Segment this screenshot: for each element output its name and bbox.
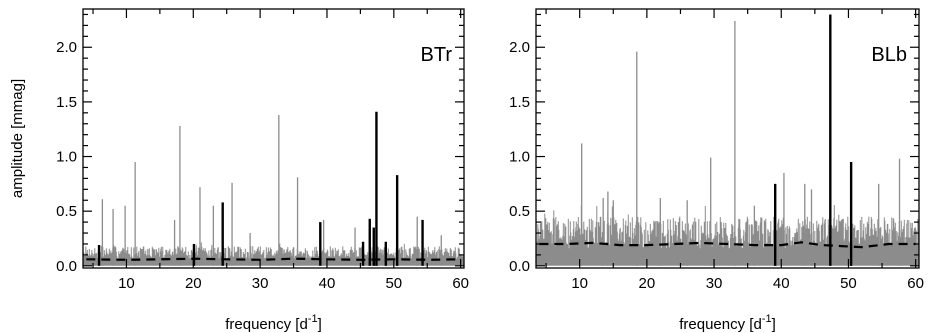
y-tick-label: 2.0 [56, 39, 77, 56]
grey-peaks [101, 115, 442, 266]
x-axis-label: frequency [d-1] [679, 313, 776, 333]
x-tick-label: 60 [452, 275, 469, 292]
y-ticks: 0.0 0.5 1.0 1.5 2.0 [509, 13, 919, 275]
x-tick-label: 10 [118, 275, 135, 292]
x-tick-label: 60 [907, 275, 924, 292]
y-tick-label: 1.0 [509, 149, 530, 166]
black-peaks [774, 14, 853, 266]
x-tick-label: 10 [571, 275, 588, 292]
y-tick-label: 0.0 [56, 258, 77, 275]
y-tick-label: 1.0 [56, 149, 77, 166]
plot-frame [535, 8, 920, 269]
dashed-noise-level-line [539, 241, 916, 249]
x-tick-label: 20 [185, 275, 202, 292]
y-tick-label: 2.0 [509, 39, 530, 56]
y-tick-label: 0.5 [56, 203, 77, 220]
grey-peaks [581, 21, 901, 266]
y-tick-label: 1.5 [56, 94, 77, 111]
x-ticks: 10 20 30 40 50 60 [545, 9, 924, 292]
noise-spikes [82, 242, 464, 266]
y-axis-label: amplitude [mmag] [9, 79, 26, 198]
x-tick-label: 30 [706, 275, 723, 292]
noise-band [535, 205, 919, 266]
y-tick-label: 0.5 [509, 203, 530, 220]
panel-label: BTr [421, 44, 453, 66]
x-tick-label: 30 [252, 275, 269, 292]
x-axis-label: frequency [d-1] [225, 313, 322, 333]
y-ticks: 0.0 0.5 1.0 1.5 2.0 [56, 13, 464, 275]
panel-blb: 10 20 30 40 50 60 0.0 0.5 1.0 1.5 2.0 BLb frequen… [509, 8, 924, 333]
y-tick-label: 1.5 [509, 94, 530, 111]
noise-band [82, 242, 464, 266]
x-ticks: 10 20 30 40 50 60 [92, 9, 469, 292]
panel-label: BLb [871, 44, 907, 66]
x-tick-label: 40 [773, 275, 790, 292]
black-peaks [97, 111, 424, 266]
noise-spikes [535, 205, 919, 266]
plot-frame [82, 8, 465, 269]
panel-btr: 10 20 30 40 50 60 0.0 0.5 1.0 1.5 2.0 BTr frequen… [9, 8, 469, 333]
x-tick-label: 40 [319, 275, 336, 292]
x-tick-label: 50 [385, 275, 402, 292]
y-tick-label: 0.0 [509, 258, 530, 275]
x-tick-label: 20 [639, 275, 656, 292]
x-tick-label: 50 [840, 275, 857, 292]
dashed-noise-level-line [86, 257, 461, 261]
